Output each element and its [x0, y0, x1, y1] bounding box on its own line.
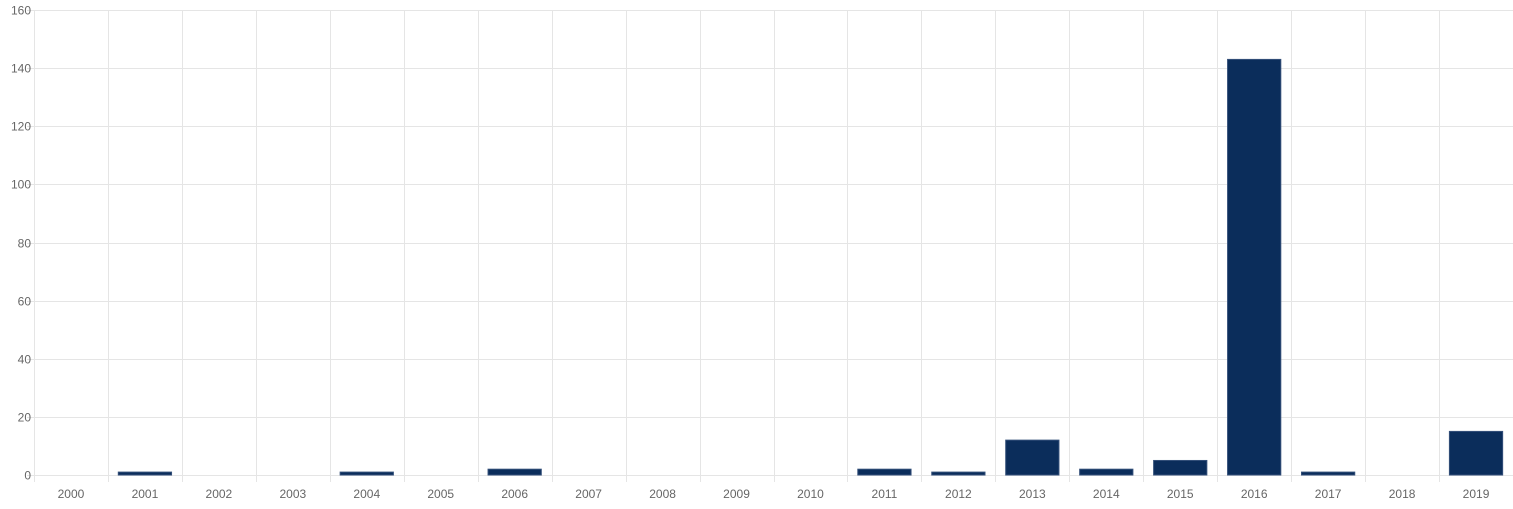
x-tick-label: 2007: [575, 487, 602, 501]
x-tick-label: 2016: [1241, 487, 1268, 501]
bar-2006[interactable]: [487, 468, 542, 476]
x-tick-label: 2003: [279, 487, 306, 501]
bar-2012[interactable]: [931, 471, 986, 476]
grid-layer: [27, 10, 1513, 482]
bar-2016[interactable]: [1227, 58, 1282, 476]
x-tick-label: 2008: [649, 487, 676, 501]
y-tick-label: 0: [24, 469, 31, 483]
y-tick-label: 80: [18, 237, 32, 251]
y-tick-label: 120: [11, 120, 31, 134]
y-tick-label: 160: [11, 4, 31, 18]
bar-2019[interactable]: [1448, 430, 1504, 476]
y-tick-label: 100: [11, 178, 31, 192]
y-axis-ticks: 0 20 40 60 80 100 120 140 160: [11, 4, 31, 483]
x-tick-label: 2004: [353, 487, 380, 501]
x-tick-label: 2012: [945, 487, 972, 501]
y-tick-label: 20: [18, 411, 32, 425]
x-tick-label: 2013: [1019, 487, 1046, 501]
bar-2017[interactable]: [1301, 471, 1356, 476]
bar-2014[interactable]: [1079, 468, 1134, 476]
x-tick-label: 2011: [872, 487, 898, 501]
y-tick-label: 140: [11, 62, 31, 76]
bars-layer: [117, 58, 1504, 476]
x-tick-label: 2002: [206, 487, 233, 501]
y-tick-label: 40: [18, 353, 32, 367]
x-tick-label: 2006: [501, 487, 528, 501]
x-axis-ticks: 2000 2001 2002 2003 2004 2005 2006 2007 2008 2009…: [58, 487, 1490, 501]
x-tick-label: 2015: [1167, 487, 1194, 501]
x-tick-label: 2017: [1315, 487, 1342, 501]
bar-2004[interactable]: [339, 471, 394, 476]
bar-2015[interactable]: [1153, 459, 1208, 476]
x-tick-label: 2010: [797, 487, 824, 501]
x-tick-label: 2000: [58, 487, 85, 501]
x-tick-label: 2014: [1093, 487, 1120, 501]
bar-2011[interactable]: [857, 468, 912, 476]
bar-2001[interactable]: [117, 471, 173, 476]
x-tick-label: 2009: [723, 487, 750, 501]
bar-2013[interactable]: [1005, 439, 1060, 476]
x-tick-label: 2001: [132, 487, 159, 501]
x-tick-label: 2005: [427, 487, 454, 501]
x-tick-label: 2018: [1389, 487, 1416, 501]
y-tick-label: 60: [18, 295, 32, 309]
x-tick-label: 2019: [1463, 487, 1490, 501]
